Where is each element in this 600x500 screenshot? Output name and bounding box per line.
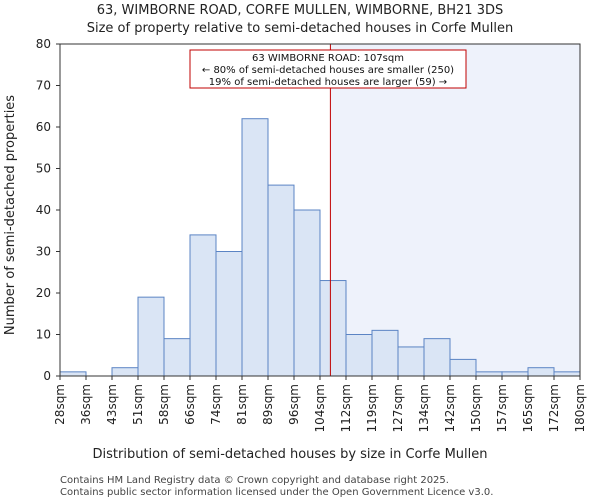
x-tick-label: 112sqm (339, 384, 353, 432)
annotation-line-2: ← 80% of semi-detached houses are smalle… (202, 65, 454, 76)
bars (59, 118, 581, 377)
x-axis-label: Distribution of semi-detached houses by … (93, 447, 488, 462)
x-tick-label: 142sqm (443, 384, 457, 432)
bar-66sqm (189, 234, 217, 377)
x-tick-label: 172sqm (547, 384, 561, 432)
y-tick-label: 40 (36, 203, 51, 217)
bar-51sqm (137, 296, 165, 377)
chart-title: 63, WIMBORNE ROAD, CORFE MULLEN, WIMBORN… (97, 3, 504, 18)
x-tick-label: 66sqm (183, 384, 197, 425)
annotation-line-3: 19% of semi-detached houses are larger (… (209, 77, 447, 88)
x-tick-label: 36sqm (79, 384, 93, 425)
y-tick-label: 30 (36, 245, 51, 259)
x-tick-label: 28sqm (53, 384, 67, 425)
y-tick-label: 70 (36, 79, 51, 93)
bar-134sqm (423, 338, 451, 377)
x-tick-label: 81sqm (235, 384, 249, 425)
bar-172sqm (553, 371, 581, 377)
bar-74sqm (215, 251, 243, 377)
x-tick-label: 96sqm (287, 384, 301, 425)
x-tick-label: 74sqm (209, 384, 223, 425)
bar-28sqm (59, 371, 87, 377)
y-tick-label: 60 (36, 120, 51, 134)
bar-96sqm (293, 209, 321, 377)
x-tick-label: 119sqm (365, 384, 379, 432)
x-tick-label: 165sqm (521, 384, 535, 432)
bar-81sqm (241, 118, 269, 377)
bar-119sqm (371, 329, 399, 377)
annotation-frame (189, 49, 467, 89)
y-tick-label: 20 (36, 286, 51, 300)
y-tick-label: 80 (36, 37, 51, 51)
bar-127sqm (397, 346, 425, 377)
x-tick-label: 89sqm (261, 384, 275, 425)
y-tick-label: 50 (36, 162, 51, 176)
bar-43sqm (111, 367, 139, 377)
larger-region-highlight (330, 44, 580, 376)
bar-157sqm (501, 371, 529, 377)
x-tick-label: 43sqm (105, 384, 119, 425)
annotation-line-1: 63 WIMBORNE ROAD: 107sqm (252, 53, 404, 64)
y-axis-label: Number of semi-detached properties (3, 95, 18, 335)
annotation-box: 63 WIMBORNE ROAD: 107sqm ← 80% of semi-d… (189, 49, 467, 89)
x-tick-label: 157sqm (495, 384, 509, 432)
bar-150sqm (475, 371, 503, 377)
footer-line-2: Contains public sector information licen… (60, 487, 493, 498)
y-tick-label: 0 (43, 369, 51, 383)
x-axis-ticks: 28sqm 36sqm 43sqm 51sqm 58sqm 66sqm 74sqm 81sqm… (53, 376, 587, 432)
bar-58sqm (163, 338, 191, 377)
bar-104sqm (319, 280, 347, 377)
plot-area: 0 10 20 30 40 50 60 70 80 28sqm 36sqm 43sqm 51sqm 58… (36, 37, 587, 432)
bar-142sqm (449, 358, 477, 377)
bar-112sqm (345, 334, 373, 377)
x-tick-label: 134sqm (417, 384, 431, 432)
x-tick-label: 180sqm (573, 384, 587, 432)
footer-line-1: Contains HM Land Registry data © Crown c… (60, 475, 449, 486)
x-tick-label: 150sqm (469, 384, 483, 432)
x-tick-label: 104sqm (313, 384, 327, 432)
chart-subtitle: Size of property relative to semi-detach… (87, 21, 514, 36)
y-tick-label: 10 (36, 328, 51, 342)
x-tick-label: 127sqm (391, 384, 405, 432)
bar-89sqm (267, 184, 295, 377)
x-tick-label: 51sqm (131, 384, 145, 425)
y-axis-ticks: 0 10 20 30 40 50 60 70 80 (36, 37, 60, 383)
bar-165sqm (527, 367, 555, 377)
x-tick-label: 58sqm (157, 384, 171, 425)
